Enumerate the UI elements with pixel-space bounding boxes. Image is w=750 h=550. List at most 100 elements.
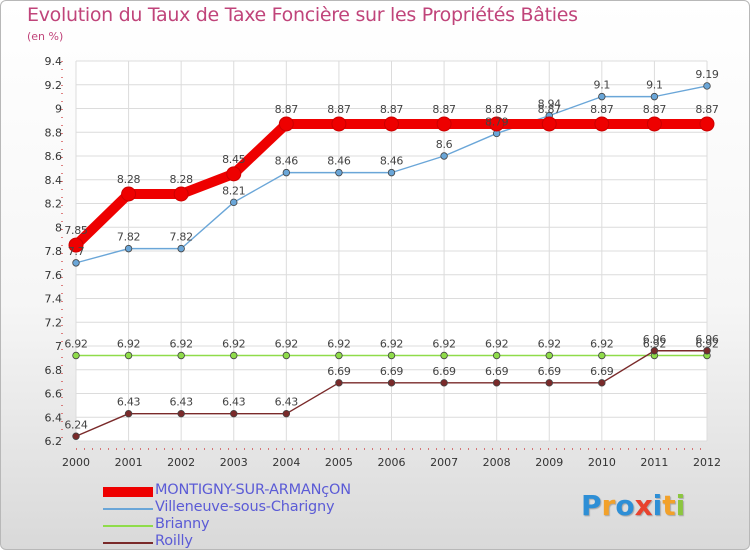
- data-label: 6.92: [695, 338, 718, 351]
- data-point: [230, 409, 238, 418]
- data-label: 6.69: [380, 365, 404, 378]
- data-point: [384, 116, 399, 132]
- y-tick-label: 8.8: [45, 126, 63, 139]
- y-tick-label: 7.4: [45, 293, 63, 306]
- y-tick-label: 7.8: [45, 245, 63, 258]
- x-tick-label: 2005: [325, 456, 353, 469]
- data-label: 6.92: [275, 338, 298, 351]
- data-point: [331, 116, 347, 132]
- data-point: [387, 351, 396, 360]
- data-point: [492, 351, 501, 360]
- data-point: [598, 351, 606, 360]
- x-tick-label: 2008: [483, 456, 511, 469]
- data-point: [335, 351, 343, 360]
- legend-label: MONTIGNY-SUR-ARMANçON: [155, 482, 351, 498]
- x-tick-label: 2011: [640, 456, 668, 469]
- data-point: [124, 244, 133, 253]
- data-point: [598, 379, 606, 387]
- data-label: 6.69: [485, 365, 509, 378]
- data-label: 8.46: [380, 155, 404, 168]
- data-label: 8.87: [275, 103, 299, 116]
- legend-label: Roilly: [155, 533, 193, 549]
- y-tick-label: 9.2: [45, 79, 63, 92]
- data-label: 8.21: [222, 184, 245, 197]
- x-tick-label: 2012: [693, 456, 721, 469]
- data-label: 6.43: [222, 396, 246, 409]
- x-tick-label: 2002: [167, 456, 195, 469]
- x-tick-label: 2007: [430, 456, 458, 469]
- data-label: 8.45: [222, 153, 246, 166]
- data-point: [703, 82, 711, 90]
- chart-title: Evolution du Taux de Taxe Foncière sur l…: [27, 4, 578, 26]
- legend-swatch: [103, 525, 153, 527]
- y-tick-label: 8: [55, 221, 62, 234]
- data-point: [646, 116, 662, 132]
- data-point: [440, 351, 448, 360]
- data-label: 8.87: [485, 103, 509, 116]
- data-label: 6.92: [170, 338, 193, 351]
- data-label: 7.7: [68, 245, 85, 258]
- data-label: 6.92: [327, 338, 350, 351]
- y-tick-label: 9: [55, 103, 62, 116]
- data-label: 6.92: [64, 338, 87, 351]
- data-label: 8.46: [275, 155, 299, 168]
- data-label: 8.46: [327, 155, 351, 168]
- data-label: 6.92: [117, 338, 140, 351]
- x-tick-label: 2001: [115, 456, 143, 469]
- data-point: [650, 347, 659, 355]
- data-point: [594, 116, 610, 132]
- data-point: [492, 379, 501, 387]
- data-label: 6.69: [432, 365, 456, 378]
- data-label: 9.19: [695, 68, 719, 81]
- data-point: [598, 92, 606, 101]
- y-tick-label: 8.6: [45, 150, 63, 163]
- data-point: [230, 198, 238, 207]
- data-point: [121, 186, 137, 202]
- y-tick-label: 9.4: [45, 55, 63, 68]
- data-label: 6.96: [643, 333, 667, 346]
- data-point: [436, 116, 452, 132]
- data-label: 8.87: [432, 103, 456, 116]
- y-tick-label: 6.4: [45, 411, 63, 424]
- data-label: 6.92: [538, 338, 561, 351]
- data-label: 8.87: [380, 103, 404, 116]
- data-point: [72, 259, 80, 267]
- logo-letter: i: [652, 489, 663, 522]
- data-label: 6.69: [327, 365, 351, 378]
- x-tick-label: 2010: [588, 456, 616, 469]
- data-point: [230, 351, 238, 360]
- data-point: [541, 116, 557, 132]
- data-point: [278, 116, 294, 132]
- data-point: [545, 379, 553, 387]
- data-point: [68, 237, 84, 253]
- legend-label: Villeneuve-sous-Charigny: [155, 499, 335, 515]
- y-tick-label: 6.2: [45, 435, 63, 448]
- data-label: 8.87: [538, 103, 562, 116]
- legend-swatch: [103, 487, 153, 497]
- logo-letter: x: [634, 489, 653, 522]
- proxiti-logo: Proxiti: [581, 489, 685, 522]
- data-point: [440, 152, 448, 160]
- data-label: 6.24: [64, 418, 88, 431]
- legend-swatch: [103, 508, 153, 510]
- data-point: [282, 409, 291, 418]
- data-label: 9.1: [646, 79, 663, 92]
- data-point: [387, 168, 396, 177]
- data-label: 6.92: [380, 338, 403, 351]
- logo-letter: t: [662, 489, 676, 522]
- data-label: 6.96: [695, 333, 719, 346]
- data-point: [440, 379, 448, 387]
- legend-label: Brianny: [155, 516, 210, 532]
- y-tick-label: 8.4: [45, 174, 63, 187]
- data-point: [72, 432, 80, 440]
- data-point: [387, 379, 396, 387]
- data-point: [545, 351, 553, 360]
- data-point: [72, 351, 80, 360]
- y-tick-label: 7: [55, 340, 62, 353]
- data-point: [173, 186, 189, 202]
- data-point: [177, 244, 185, 253]
- chart-subtitle: (en %): [27, 30, 64, 43]
- data-label: 6.43: [117, 396, 141, 409]
